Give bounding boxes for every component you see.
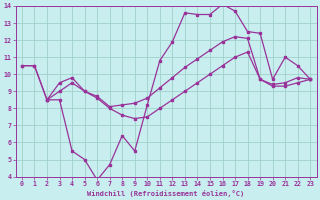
X-axis label: Windchill (Refroidissement éolien,°C): Windchill (Refroidissement éolien,°C) — [87, 190, 245, 197]
